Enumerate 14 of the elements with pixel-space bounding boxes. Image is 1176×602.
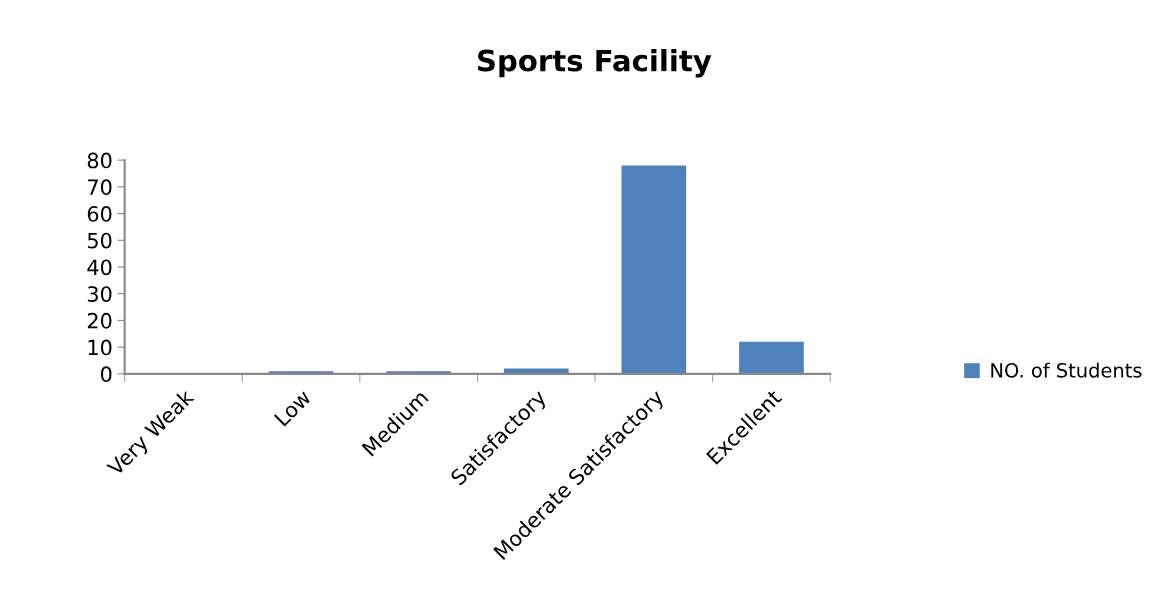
y-tick-label: 0	[100, 366, 112, 383]
y-tick-label: 50	[87, 232, 112, 249]
y-tick-label: 30	[87, 286, 112, 302]
bar	[739, 341, 804, 374]
bar	[503, 368, 569, 374]
y-tick-label: 10	[88, 339, 112, 356]
y-tick-label: 20	[87, 312, 112, 329]
y-tick-label: 80	[87, 152, 112, 169]
y-tick-label: 70	[88, 179, 112, 196]
y-tick-label: 40	[87, 259, 112, 276]
y-tick-label: 60	[87, 206, 112, 222]
bar	[621, 165, 687, 374]
legend-label: NO. of Students	[991, 362, 1142, 378]
chart-title: Sports Facility	[478, 48, 712, 78]
